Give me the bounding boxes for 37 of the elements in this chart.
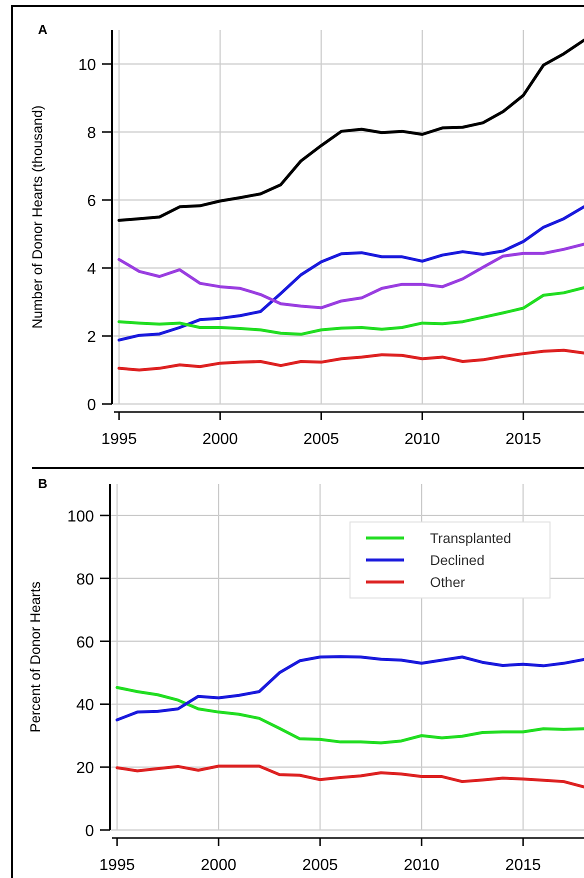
x-tick-label: 1995 xyxy=(99,857,135,874)
y-tick-label: 80 xyxy=(76,571,94,588)
y-tick-label: 6 xyxy=(87,193,96,210)
x-tick-label: 2005 xyxy=(303,431,340,448)
y-tick-label: 20 xyxy=(76,760,94,778)
x-tick-label: 2010 xyxy=(404,431,440,448)
line-series xyxy=(118,205,584,342)
chart-title: B xyxy=(38,476,48,491)
legend-label: Transplanted xyxy=(430,530,512,546)
line-series xyxy=(116,764,584,788)
y-tick-label: 0 xyxy=(85,823,94,840)
y-tick-label: 100 xyxy=(67,508,94,526)
y-tick-label: 40 xyxy=(76,697,94,714)
y-tick-label: 60 xyxy=(76,634,94,652)
x-tick-label: 2015 xyxy=(506,431,542,448)
x-tick-label: 2010 xyxy=(404,857,440,874)
line-series xyxy=(118,242,584,310)
line-series xyxy=(118,348,584,372)
x-tick-label: 2015 xyxy=(505,857,541,874)
chart-title: A xyxy=(38,22,48,37)
legend-label: Declined xyxy=(430,552,484,568)
line-series xyxy=(116,655,584,722)
line-series xyxy=(118,38,584,222)
x-tick-label: 2005 xyxy=(302,857,338,874)
x-tick-label: 2000 xyxy=(200,857,236,874)
x-tick-label: 2000 xyxy=(202,431,238,448)
line-series xyxy=(116,686,584,744)
y-tick-label: 10 xyxy=(78,57,96,74)
y-axis-title: Percent of Donor Hearts xyxy=(27,582,43,732)
x-tick-label: 1995 xyxy=(101,431,137,448)
y-tick-label: 8 xyxy=(87,125,96,142)
y-tick-label: 2 xyxy=(87,329,96,346)
legend-label: Other xyxy=(430,574,466,590)
line-series xyxy=(118,286,584,336)
y-tick-label: 0 xyxy=(87,397,96,414)
y-tick-label: 4 xyxy=(87,261,96,278)
y-axis-title: Number of Donor Hearts (thousand) xyxy=(29,105,45,329)
